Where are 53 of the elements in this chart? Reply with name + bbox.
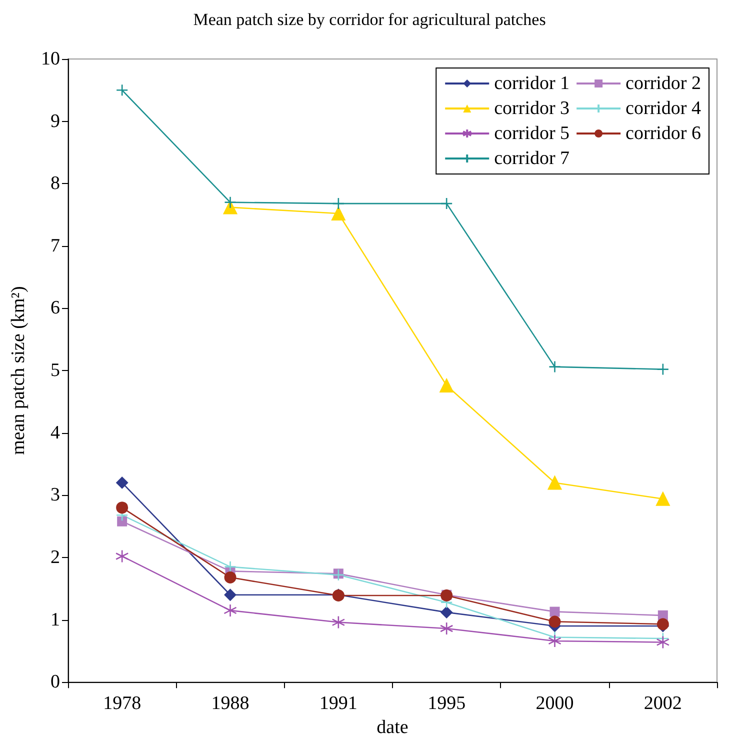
point bbox=[117, 516, 128, 526]
y-tick-label: 6 bbox=[50, 298, 60, 319]
y-tick-label: 10 bbox=[41, 48, 60, 70]
legend-label: corridor 2 bbox=[626, 73, 702, 94]
point bbox=[440, 378, 454, 393]
x-tick-label: 1991 bbox=[319, 693, 358, 714]
y-tick-label: 7 bbox=[50, 235, 60, 256]
legend-label: corridor 6 bbox=[626, 123, 702, 144]
y-tick-label: 3 bbox=[50, 484, 60, 506]
point bbox=[224, 196, 236, 208]
point bbox=[332, 568, 345, 582]
point bbox=[224, 604, 237, 618]
point bbox=[116, 476, 128, 489]
point bbox=[116, 502, 128, 514]
x-tick-label: 2000 bbox=[536, 693, 574, 714]
point bbox=[331, 206, 346, 221]
point bbox=[224, 560, 236, 573]
y-tick-label: 8 bbox=[50, 173, 60, 194]
y-tick-label: 9 bbox=[50, 110, 60, 132]
y-axis-title: mean patch size (km²) bbox=[8, 286, 29, 455]
point bbox=[332, 616, 346, 629]
point bbox=[224, 571, 236, 584]
legend-label: corridor 7 bbox=[494, 148, 570, 169]
legend-label: corridor 1 bbox=[494, 73, 570, 94]
y-tick-label: 1 bbox=[50, 609, 60, 630]
point bbox=[548, 634, 562, 648]
point bbox=[440, 622, 454, 636]
point bbox=[548, 360, 561, 373]
point bbox=[548, 476, 562, 490]
point bbox=[440, 197, 453, 210]
x-tick-label: 2002 bbox=[644, 693, 682, 714]
y-tick-label: 5 bbox=[50, 360, 60, 382]
point bbox=[116, 84, 128, 96]
x-axis-title: date bbox=[376, 717, 408, 738]
x-tick-label: 1978 bbox=[103, 693, 142, 714]
point bbox=[550, 606, 560, 617]
point bbox=[548, 616, 561, 628]
point bbox=[656, 492, 670, 506]
chart-title: Mean patch size by corridor for agricultural patches bbox=[193, 10, 546, 29]
point bbox=[440, 606, 453, 618]
point bbox=[656, 636, 670, 649]
point bbox=[115, 550, 129, 563]
legend-label: corridor 4 bbox=[626, 98, 702, 119]
x-tick-label: 1988 bbox=[211, 693, 250, 714]
point bbox=[332, 197, 345, 210]
y-tick-label: 2 bbox=[50, 546, 60, 568]
point bbox=[656, 363, 670, 376]
x-tick-label: 1995 bbox=[428, 693, 466, 714]
legend-label: corridor 3 bbox=[494, 98, 570, 119]
point bbox=[224, 588, 236, 601]
y-tick-label: 4 bbox=[50, 422, 60, 444]
y-tick-label: 0 bbox=[50, 672, 60, 693]
legend-label: corridor 5 bbox=[494, 123, 570, 144]
